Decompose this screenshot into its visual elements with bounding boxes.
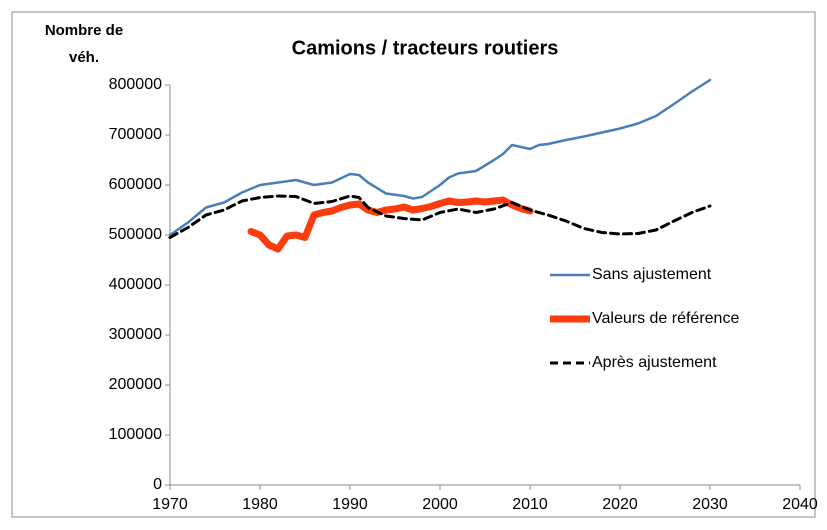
y-tick-label: 300000 (109, 326, 162, 343)
y-tick-label: 400000 (109, 276, 162, 293)
x-tick-label: 2040 (782, 496, 818, 513)
ylabel-bg (28, 20, 146, 70)
series-line (168, 194, 712, 239)
series-line (168, 78, 712, 237)
y-tick-label: 0 (153, 476, 162, 493)
y-tick-label: 700000 (109, 126, 162, 143)
x-tick-label: 1990 (332, 496, 368, 513)
x-tick-label: 2010 (512, 496, 548, 513)
y-axis-label: véh. (69, 49, 99, 66)
y-tick-label: 100000 (109, 426, 162, 443)
x-tick-label: 2000 (422, 496, 458, 513)
x-tick-label: 2020 (602, 496, 638, 513)
chart-title: Camions / tracteurs routiers (292, 37, 559, 59)
y-tick-label: 500000 (109, 226, 162, 243)
legend-label: Valeurs de référence (592, 310, 739, 327)
legend-label: Sans ajustement (592, 266, 712, 283)
y-tick-label: 600000 (109, 176, 162, 193)
x-tick-label: 1980 (242, 496, 278, 513)
series-line (247, 196, 534, 253)
chart-frame (11, 11, 816, 518)
y-tick-label: 800000 (109, 76, 162, 93)
y-axis-label: Nombre de (45, 22, 123, 39)
x-tick-label: 2030 (692, 496, 728, 513)
y-tick-label: 200000 (109, 376, 162, 393)
legend-label: Après ajustement (592, 354, 717, 371)
x-tick-label: 1970 (152, 496, 188, 513)
